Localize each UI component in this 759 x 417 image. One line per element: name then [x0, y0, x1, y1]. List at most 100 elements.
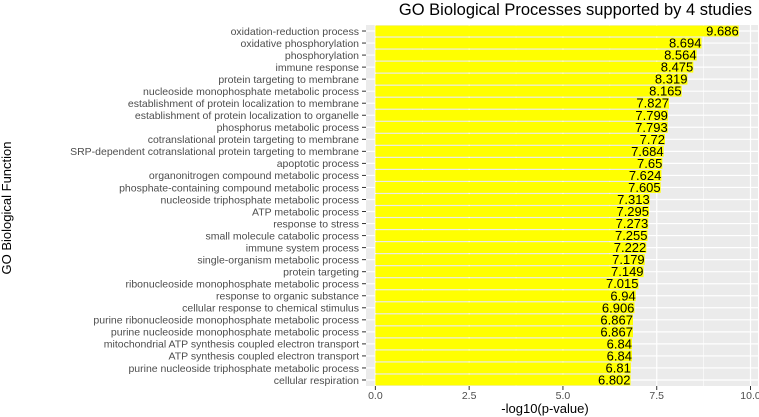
bar: [375, 194, 650, 205]
bar: [375, 133, 665, 145]
category-label: apoptotic process: [277, 158, 359, 170]
plot-panel: [366, 25, 758, 386]
chart-title: GO Biological Processes supported by 4 s…: [399, 1, 752, 19]
category-label: oxidation-reduction process: [231, 26, 359, 38]
bar-value-label: 7.793: [635, 120, 668, 135]
bar: [375, 49, 697, 61]
bar-value-label: 7.179: [612, 252, 645, 267]
bar: [375, 170, 662, 181]
bar: [375, 121, 668, 133]
category-label: ribonucleoside monophosphate metabolic p…: [126, 279, 359, 291]
y-axis-title: GO Biological Function: [0, 142, 14, 275]
value-labels: 9.686 8.6948.5648.4758.3198.1657.8277.799…: [598, 24, 739, 388]
category-label: nucleoside triphosphate metabolic proces…: [161, 194, 359, 206]
category-label: protein targeting: [283, 266, 359, 278]
bar-value-label: 6.906: [602, 300, 635, 315]
bar-value-label: 7.624: [629, 168, 662, 183]
category-label: purine nucleoside monophosphate metaboli…: [111, 327, 359, 339]
bar-value-label: 7.273: [616, 216, 649, 231]
bar-value-label: 6.867: [600, 312, 633, 327]
category-label: response to organic substance: [216, 291, 359, 303]
bar-value-label: 6.81: [606, 360, 631, 375]
category-label: phosphorus metabolic process: [217, 122, 359, 134]
category-label: response to stress: [273, 218, 359, 230]
x-tick-label: 7.5: [649, 390, 664, 402]
bar: [375, 338, 632, 350]
category-label: mitochondrial ATP synthesis coupled elec…: [104, 339, 359, 351]
bar-value-label: 7.149: [611, 264, 644, 279]
x-tick-label: 0.0: [368, 390, 383, 402]
bar: [375, 278, 639, 290]
bar: [375, 182, 661, 193]
bar-value-label: 8.165: [649, 84, 682, 99]
bar: [375, 206, 650, 217]
bar: [375, 109, 668, 121]
x-axis-ticks: 0.0 2.5 5.0 7.5 10.0: [368, 386, 759, 402]
bar-value-label: 7.827: [636, 96, 669, 111]
bar-value-label: 8.319: [655, 72, 688, 87]
bar-value-label: 7.313: [617, 192, 650, 207]
x-tick-label: 10.0: [740, 390, 759, 402]
x-tick-label: 5.0: [556, 390, 571, 402]
bar: [375, 37, 702, 49]
bar-value-label: 8.694: [669, 36, 702, 51]
bar-value-label: 8.564: [664, 48, 697, 63]
bar-value-label: 7.255: [615, 228, 648, 243]
category-label: ATP synthesis coupled electron transport: [169, 351, 360, 363]
bars: [375, 25, 739, 386]
bar-value-label: 9.686: [706, 24, 739, 39]
bar-value-label: 7.684: [631, 144, 664, 159]
bar-value-label: 7.799: [635, 108, 668, 123]
category-label: cellular response to chemical stimulus: [182, 303, 359, 315]
bar-value-label: 7.72: [640, 132, 665, 147]
bar-value-label: 6.94: [610, 288, 635, 303]
bar-value-label: 6.802: [598, 372, 631, 387]
bar: [375, 218, 649, 229]
bar: [375, 374, 631, 386]
bar: [375, 362, 631, 374]
category-label: establishment of protein localization to…: [135, 110, 359, 122]
bar-value-label: 7.222: [614, 240, 647, 255]
category-label: SRP-dependent cotranslational protein ta…: [70, 146, 359, 158]
bar: [375, 25, 739, 37]
category-label: purine ribonucleoside monophosphate meta…: [93, 315, 359, 327]
bar-value-label: 7.65: [637, 156, 662, 171]
category-label: cotranslational protein targeting to mem…: [148, 134, 359, 146]
bar: [375, 85, 682, 97]
bar-value-label: 7.295: [616, 204, 649, 219]
category-label: phosphorylation: [285, 50, 359, 62]
bar-value-label: 6.84: [607, 348, 632, 363]
bar: [375, 73, 688, 85]
category-label: phosphate-containing compound metabolic …: [119, 182, 359, 194]
category-label: organonitrogen compound metabolic proces…: [149, 170, 359, 182]
category-label: immune response: [276, 62, 360, 74]
bar-value-label: 7.015: [606, 276, 639, 291]
category-label: protein targeting to membrane: [218, 74, 359, 86]
bar: [375, 266, 644, 278]
bar: [375, 61, 694, 73]
bar: [375, 242, 647, 254]
category-label: cellular respiration: [274, 375, 359, 387]
bar: [375, 254, 645, 266]
bar: [375, 230, 648, 241]
x-tick-label: 2.5: [462, 390, 477, 402]
bar: [375, 290, 636, 302]
bar-value-label: 8.475: [661, 60, 694, 75]
bar: [375, 326, 633, 338]
bar: [375, 97, 669, 109]
bar: [375, 157, 663, 169]
bar: [375, 302, 635, 314]
bar-value-label: 6.867: [600, 324, 633, 339]
category-label: establishment of protein localization to…: [128, 98, 359, 110]
bar: [375, 145, 664, 157]
category-label: nucleoside monophosphate metabolic proce…: [143, 86, 359, 98]
bar-value-label: 6.84: [607, 336, 632, 351]
bar-value-label: 7.605: [628, 180, 661, 195]
x-axis-title: -log10(p-value): [501, 401, 588, 416]
category-label: small molecule catabolic process: [206, 230, 359, 242]
category-label: purine nucleoside triphosphate metabolic…: [128, 363, 359, 375]
bar: [375, 314, 633, 326]
category-label: ATP metabolic process: [252, 206, 359, 218]
